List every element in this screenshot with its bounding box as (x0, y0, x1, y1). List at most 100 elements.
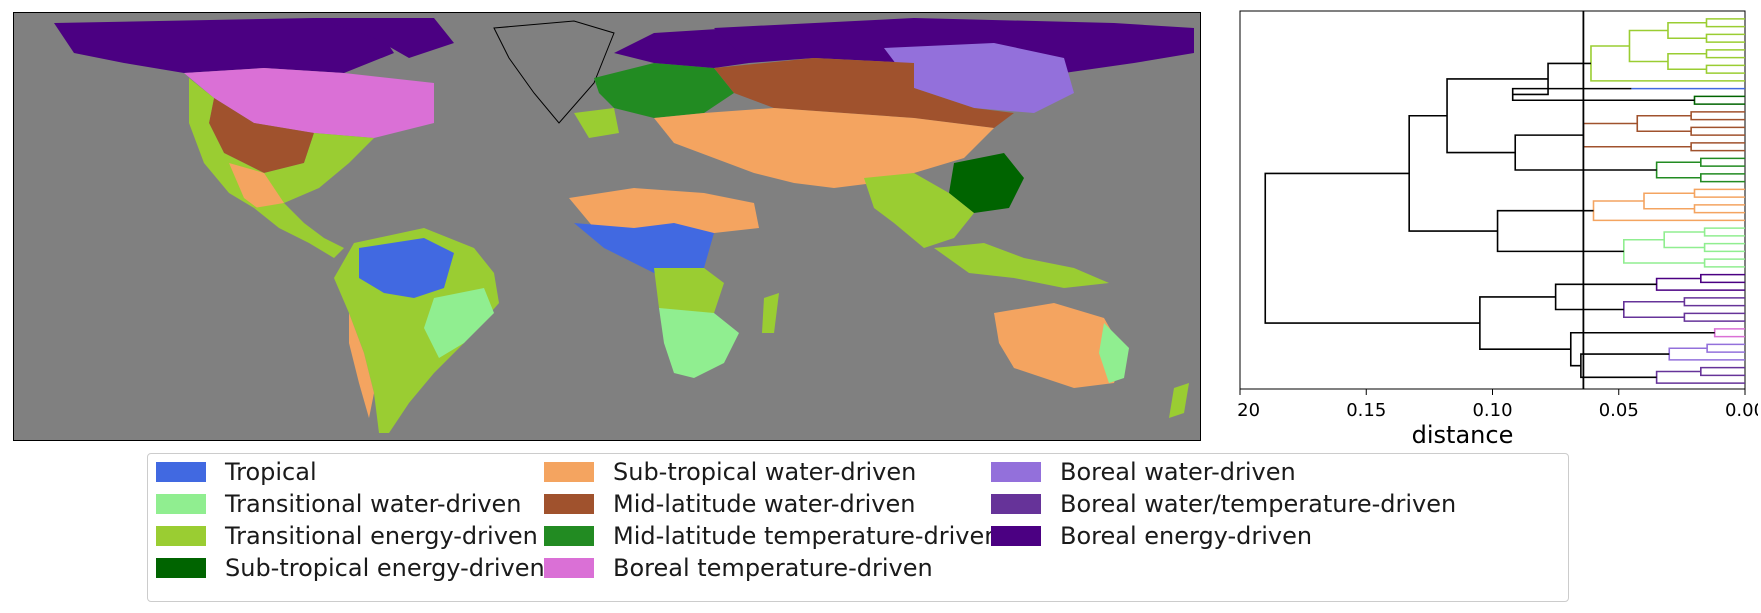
region-transitional-energy-indonesia (934, 243, 1109, 288)
dendrogram-link (1623, 300, 1685, 319)
region-subtropical-water-asia (654, 108, 994, 188)
dendrogram-link (1700, 366, 1745, 377)
legend-label: Boreal temperature-driven (613, 554, 933, 582)
legend-swatch (991, 494, 1041, 514)
region-subtropical-water-andes (349, 313, 374, 418)
legend-label: Mid-latitude temperature-driven (613, 522, 1000, 550)
dendrogram-link (1683, 312, 1745, 322)
region-transitional-energy-iberia (574, 108, 619, 138)
world-map-svg (54, 18, 1194, 433)
legend-label: Sub-tropical energy-driven (225, 554, 545, 582)
dendrogram-link (1643, 192, 1695, 210)
region-transitional-water-australia (1099, 323, 1129, 383)
legend-item: Transitional energy-driven (156, 519, 538, 553)
dendrogram-link (1700, 273, 1745, 284)
region-transitional-energy-southeast-asia (864, 173, 974, 248)
legend: Tropical Transitional water-driven Transit… (147, 453, 1569, 602)
region-mid-latitude-temperature-europe (594, 63, 734, 118)
dendrogram-link (1667, 52, 1707, 71)
legend-label: Transitional energy-driven (225, 522, 538, 550)
region-boreal-energy-north-america (54, 18, 394, 73)
dendrogram-link (1446, 78, 1549, 154)
dendrogram-link (1706, 343, 1745, 353)
dendrogram-link (1667, 21, 1707, 40)
region-subtropical-water-mexico (229, 163, 284, 213)
dendrogram-link (1690, 142, 1745, 152)
region-transitional-energy-central-america (254, 203, 344, 258)
legend-label: Boreal water/temperature-driven (1060, 490, 1457, 518)
legend-label: Transitional water-driven (225, 490, 522, 518)
legend-swatch (156, 526, 206, 546)
legend-swatch (156, 462, 206, 482)
region-transitional-energy-madagascar (762, 293, 779, 333)
region-boreal-temperature-canada (184, 68, 434, 138)
region-boreal-water-siberia (884, 43, 1074, 113)
world-map (13, 12, 1201, 441)
dendrogram-link (1512, 62, 1591, 96)
dendrogram-link (1705, 64, 1745, 74)
x-axis-ticks: 0.20 0.15 0.10 0.05 0.00 (1220, 389, 1761, 421)
dendrogram-link (1683, 297, 1745, 307)
dendrogram-link (1705, 33, 1745, 43)
dendrogram-link (1693, 95, 1745, 105)
dendrogram-link (1690, 111, 1745, 121)
legend-item: Mid-latitude temperature-driven (544, 519, 999, 553)
legend-swatch (544, 494, 594, 514)
legend-item: Sub-tropical water-driven (544, 455, 916, 489)
legend-swatch (156, 558, 206, 578)
greenland-outline (493, 20, 615, 124)
legend-label: Tropical (225, 458, 317, 486)
dendrogram-link (1514, 134, 1657, 171)
region-boreal-energy-scandinavia (614, 28, 749, 68)
dendrogram-link (1693, 204, 1745, 214)
x-axis-label: distance (1412, 421, 1514, 449)
legend-item: Mid-latitude water-driven (544, 487, 915, 521)
legend-label: Mid-latitude water-driven (613, 490, 916, 518)
dendrogram-link (1623, 238, 1705, 264)
dendrogram-link (1703, 227, 1745, 237)
dendrogram-link (1713, 328, 1745, 338)
x-tick-label: 0.05 (1599, 400, 1639, 421)
region-subtropical-energy-china (949, 153, 1024, 213)
region-transitional-energy-new-zealand (1169, 383, 1189, 418)
dendrogram-link (1693, 188, 1745, 198)
dendrogram-link (1700, 173, 1745, 183)
region-mid-latitude-water-asia (714, 58, 1014, 128)
legend-item: Sub-tropical energy-driven (156, 551, 545, 585)
legend-item: Boreal water-driven (991, 455, 1296, 489)
dendrogram-links (1264, 18, 1745, 384)
x-tick-label: 0.20 (1238, 400, 1260, 421)
region-tropical-congo (574, 223, 714, 278)
dendrogram-chart: 0.20 0.15 0.10 0.05 0.00 distance (1220, 10, 1761, 454)
dendrogram-link (1628, 29, 1668, 63)
dendrogram-link (1496, 209, 1624, 253)
region-subtropical-water-north-africa (569, 188, 759, 233)
legend-swatch (991, 526, 1041, 546)
dendrogram-link (1690, 126, 1745, 136)
legend-item: Transitional water-driven (156, 487, 522, 521)
legend-swatch (544, 558, 594, 578)
region-boreal-energy-arctic-islands (314, 18, 454, 58)
legend-item: Boreal temperature-driven (544, 551, 933, 585)
legend-swatch (544, 526, 594, 546)
dendrogram-link (1479, 296, 1571, 351)
dendrogram-link (1592, 200, 1745, 222)
legend-label: Boreal energy-driven (1060, 522, 1313, 550)
legend-swatch (991, 462, 1041, 482)
legend-item: Tropical (156, 455, 317, 489)
dendrogram-link (1705, 18, 1745, 28)
region-subtropical-water-australia (994, 303, 1124, 388)
legend-label: Boreal water-driven (1060, 458, 1296, 486)
x-tick-label: 0.00 (1725, 400, 1758, 421)
dendrogram-link (1554, 283, 1657, 311)
region-transitional-water-south-america (424, 288, 494, 358)
x-tick-label: 0.15 (1346, 400, 1386, 421)
dendrogram-link (1700, 157, 1745, 167)
dendrogram-link (1264, 172, 1480, 324)
legend-label: Sub-tropical water-driven (613, 458, 917, 486)
dendrogram-link (1703, 258, 1745, 268)
dendrogram-link (1703, 242, 1745, 253)
region-transitional-water-south-africa (659, 308, 739, 378)
region-mid-latitude-water-north-america (209, 98, 314, 173)
x-tick-label: 0.10 (1472, 400, 1512, 421)
